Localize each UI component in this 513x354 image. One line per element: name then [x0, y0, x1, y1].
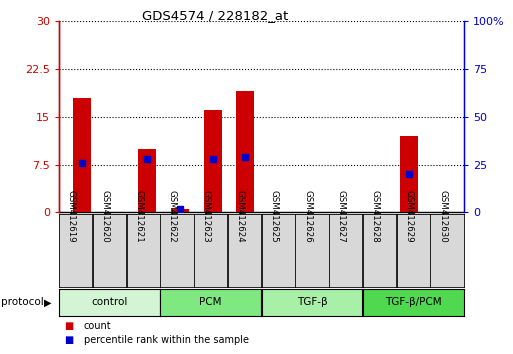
Text: GSM412626: GSM412626 [303, 190, 312, 243]
Text: control: control [91, 297, 128, 307]
Bar [204, 110, 222, 212]
Text: protocol: protocol [1, 297, 44, 307]
Text: GSM412625: GSM412625 [269, 190, 278, 243]
Text: GSM412619: GSM412619 [67, 190, 75, 242]
Text: ■: ■ [64, 321, 73, 331]
Text: GDS4574 / 228182_at: GDS4574 / 228182_at [142, 9, 289, 22]
Text: GSM412630: GSM412630 [438, 190, 447, 243]
Text: GSM412623: GSM412623 [202, 190, 211, 243]
Text: GSM412628: GSM412628 [370, 190, 380, 243]
Bar [138, 149, 156, 212]
Text: GSM412629: GSM412629 [404, 190, 413, 242]
Text: TGF-β/PCM: TGF-β/PCM [385, 297, 442, 307]
Text: ▶: ▶ [44, 297, 51, 307]
Text: GSM412627: GSM412627 [337, 190, 346, 243]
Text: percentile rank within the sample: percentile rank within the sample [84, 335, 249, 345]
Text: ■: ■ [64, 335, 73, 345]
Bar [171, 209, 189, 212]
Bar [73, 98, 91, 212]
Text: TGF-β: TGF-β [297, 297, 327, 307]
Text: GSM412621: GSM412621 [134, 190, 143, 243]
Text: GSM412620: GSM412620 [101, 190, 109, 243]
Text: GSM412622: GSM412622 [168, 190, 177, 243]
Text: count: count [84, 321, 111, 331]
Bar [400, 136, 418, 212]
Bar [236, 91, 254, 212]
Text: GSM412624: GSM412624 [235, 190, 245, 243]
Text: PCM: PCM [200, 297, 222, 307]
